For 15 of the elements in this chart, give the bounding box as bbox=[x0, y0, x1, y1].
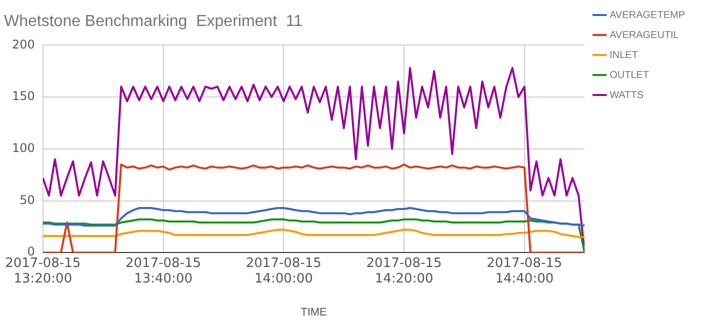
x-tick-label: 2017-08-15 13:40:00 bbox=[126, 256, 202, 286]
x-tick-label: 2017-08-15 14:00:00 bbox=[246, 256, 322, 286]
y-tick-label: 100 bbox=[12, 141, 35, 156]
legend-label: WATTS bbox=[610, 90, 644, 101]
x-axis-title: TIME bbox=[300, 306, 327, 318]
y-tick-label: 50 bbox=[20, 192, 35, 207]
legend-label: AVERAGEUTIL bbox=[610, 30, 680, 41]
x-tick-label: 2017-08-15 14:20:00 bbox=[366, 256, 442, 286]
x-tick-label: 2017-08-15 14:40:00 bbox=[486, 256, 562, 286]
y-tick-label: 150 bbox=[12, 89, 35, 104]
legend-label: OUTLET bbox=[610, 70, 650, 81]
chart-title: Whetstone Benchmarking Experiment 11 bbox=[4, 13, 303, 30]
y-tick-label: 200 bbox=[12, 37, 35, 52]
legend-label: INLET bbox=[610, 50, 638, 61]
legend-label: AVERAGETEMP bbox=[610, 10, 686, 21]
